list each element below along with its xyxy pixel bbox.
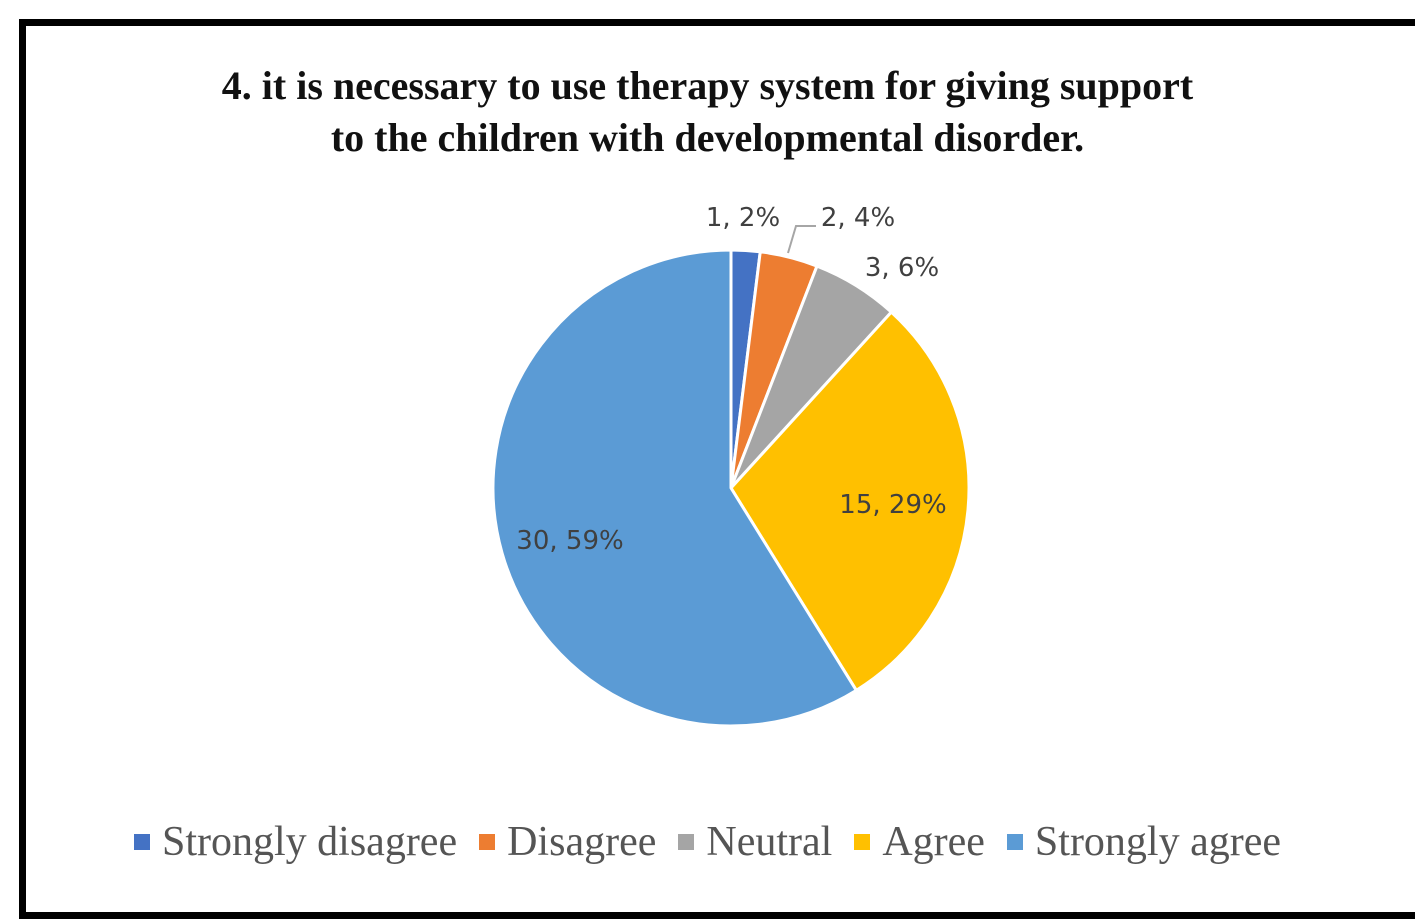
legend-item-neutral: Neutral [678,818,832,866]
data-label-neutral: 3, 6% [865,253,939,283]
data-label-strongly-agree: 30, 59% [516,526,623,556]
data-label-disagree: 2, 4% [821,203,895,233]
legend-item-disagree: Disagree [479,818,656,866]
legend-label-neutral: Neutral [706,819,833,865]
legend-label-agree: Agree [882,819,985,865]
chart-frame: 4. it is necessary to use therapy system… [0,19,1415,919]
chart-title-line-2: to the children with developmental disor… [330,115,1085,160]
data-label-strongly-disagree: 1, 2% [706,203,780,233]
legend-swatch-agree [854,834,871,850]
legend-item-strongly-disagree: Strongly disagree [133,818,458,866]
legend-swatch-neutral [678,834,695,850]
legend-swatch-strongly-disagree [133,834,150,850]
legend-label-disagree: Disagree [507,819,657,865]
pie-slice-strongly-agree [491,248,858,728]
legend-item-agree: Agree [854,818,985,866]
legend-label-strongly-agree: Strongly agree [1034,819,1282,865]
legend-item-strongly-agree: Strongly agree [1006,818,1282,866]
pie-chart: 1, 2% 2, 4% 3, 6% 15, 29% 30, 59% [491,203,971,728]
data-label-agree: 15, 29% [839,490,946,520]
legend-label-strongly-disagree: Strongly disagree [161,819,458,865]
chart-legend: Strongly disagree Disagree Neutral Agree Str… [0,818,1415,866]
legend-swatch-disagree [479,834,496,850]
chart-title-line-1: 4. it is necessary to use therapy system… [221,63,1194,108]
pie-slice-agree [729,310,971,692]
legend-swatch-strongly-agree [1006,834,1023,850]
leader-line-disagree [787,225,816,254]
